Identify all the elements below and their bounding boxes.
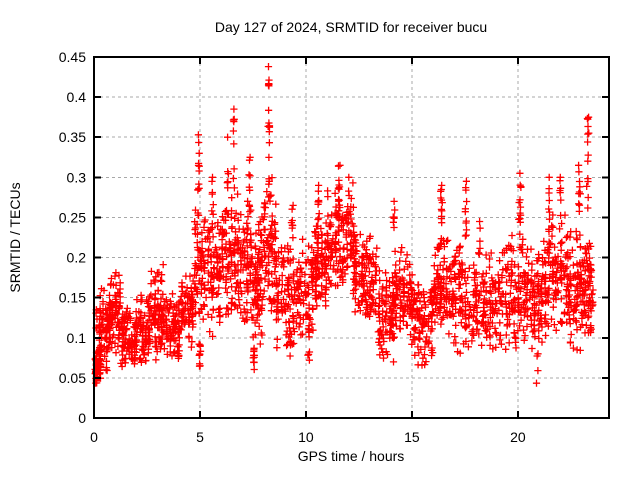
data-points — [91, 63, 597, 387]
y-tick-label: 0 — [78, 410, 86, 426]
axis-text: Day 127 of 2024, SRMTID for receiver buc… — [7, 19, 526, 464]
plot-border — [93, 56, 610, 419]
x-tick-label: 20 — [510, 429, 526, 445]
tick-marks — [93, 56, 609, 419]
y-tick-label: 0.4 — [67, 89, 87, 105]
y-axis-label: SRMTID / TECUs — [7, 182, 23, 292]
y-tick-label: 0.1 — [67, 330, 87, 346]
x-tick-label: 10 — [298, 429, 314, 445]
x-tick-label: 5 — [196, 429, 204, 445]
y-tick-label: 0.35 — [59, 129, 86, 145]
axis-frame — [93, 56, 610, 419]
y-tick-label: 0.05 — [59, 370, 86, 386]
y-tick-label: 0.25 — [59, 209, 86, 225]
chart-title: Day 127 of 2024, SRMTID for receiver buc… — [215, 19, 487, 35]
y-tick-label: 0.2 — [67, 250, 87, 266]
x-axis-label: GPS time / hours — [298, 448, 405, 464]
y-tick-label: 0.45 — [59, 49, 86, 65]
y-tick-label: 0.15 — [59, 290, 86, 306]
y-tick-label: 0.3 — [67, 169, 87, 185]
x-tick-label: 0 — [90, 429, 98, 445]
x-tick-label: 15 — [404, 429, 420, 445]
